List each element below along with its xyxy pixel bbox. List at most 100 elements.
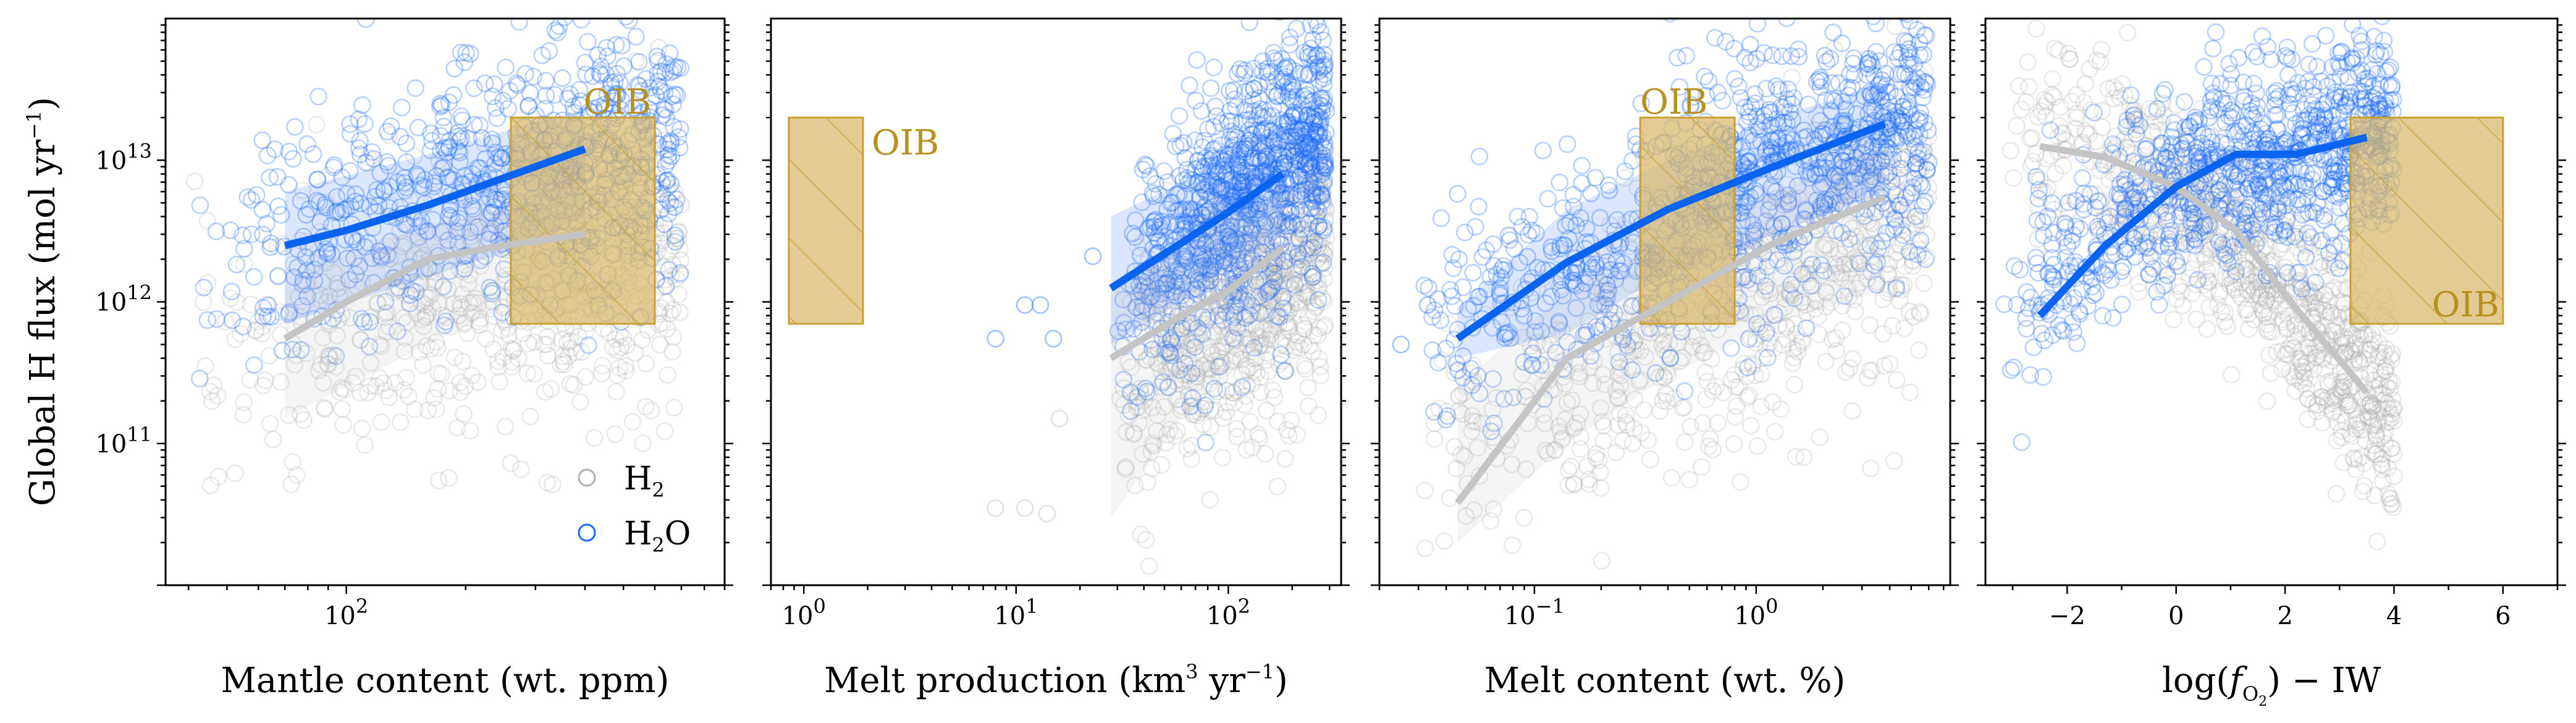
scatter-point: [1238, 190, 1256, 208]
scatter-point: [1149, 279, 1167, 298]
scatter-point: [493, 321, 511, 339]
scatter-point: [1305, 174, 1324, 192]
scatter-point: [1282, 299, 1300, 317]
trend-line-h2o: [1109, 171, 1285, 292]
scatter-point: [665, 61, 683, 80]
scatter-point: [657, 293, 675, 311]
scatter-point: [1762, 193, 1780, 211]
scatter-point: [1878, 202, 1896, 220]
scatter-point: [1755, 106, 1774, 125]
scatter-point: [1796, 265, 1814, 283]
scatter-point: [1170, 269, 1188, 287]
scatter-point: [418, 337, 436, 355]
scatter-point: [1137, 531, 1155, 549]
scatter-point: [1293, 182, 1311, 200]
scatter-point: [1229, 225, 1248, 243]
scatter-point: [1214, 161, 1232, 179]
scatter-point: [1277, 200, 1296, 218]
scatter-point: [415, 178, 433, 197]
scatter-point: [1463, 422, 1481, 440]
scatter-point: [1232, 290, 1250, 308]
scatter-point: [1531, 355, 1550, 374]
scatter-point: [1307, 198, 1326, 216]
scatter-point: [1440, 315, 1458, 333]
scatter-point: [1874, 290, 1892, 308]
scatter-point: [2384, 399, 2403, 417]
scatter-point: [1310, 202, 1328, 221]
scatter-point: [1492, 269, 1510, 287]
scatter-point: [1202, 264, 1219, 282]
scatter-point: [1257, 401, 1276, 420]
scatter-point: [1315, 151, 1333, 169]
scatter-point: [2364, 417, 2383, 435]
scatter-point: [1140, 283, 1158, 302]
scatter-point: [608, 65, 626, 83]
scatter-point: [421, 124, 440, 142]
scatter-point: [606, 425, 625, 443]
scatter-point: [1228, 252, 1247, 270]
scatter-point: [1192, 102, 1211, 120]
scatter-point: [1891, 0, 1907, 10]
scatter-point: [1248, 168, 1266, 187]
scatter-point: [1240, 131, 1259, 149]
scatter-point: [1289, 251, 1308, 269]
scatter-point: [408, 165, 426, 184]
scatter-point: [1212, 181, 1230, 200]
scatter-point: [1313, 146, 1331, 164]
scatter-point: [1886, 103, 1905, 120]
scatter-point: [466, 289, 484, 308]
scatter-point: [1785, 89, 1803, 107]
scatter-point: [1253, 232, 1271, 251]
scatter-point: [1148, 265, 1166, 284]
scatter-point: [1774, 336, 1791, 354]
scatter-point: [242, 295, 259, 313]
scatter-point: [361, 313, 379, 331]
scatter-point: [1229, 235, 1247, 253]
scatter-point: [1225, 394, 1243, 412]
scatter-point: [1301, 199, 1320, 218]
scatter-point: [1284, 213, 1302, 232]
scatter-point: [1827, 264, 1845, 283]
scatter-point: [261, 415, 279, 433]
scatter-point: [1625, 332, 1644, 350]
scatter-point: [1871, 75, 1890, 93]
scatter-point: [1265, 43, 1282, 62]
scatter-point: [1298, 177, 1316, 195]
scatter-point: [1279, 83, 1298, 101]
scatter-point: [1571, 368, 1589, 386]
scatter-point: [1905, 169, 1924, 187]
scatter-point: [1913, 177, 1931, 195]
scatter-point: [1151, 297, 1169, 315]
scatter-point: [577, 66, 595, 83]
scatter-point: [1847, 105, 1866, 123]
scatter-point: [1869, 240, 1887, 258]
scatter-point: [484, 87, 502, 106]
scatter-point: [617, 19, 634, 26]
scatter-point: [373, 337, 390, 355]
scatter-point: [1244, 250, 1261, 268]
scatter-point: [1289, 158, 1307, 176]
scatter-point: [1252, 329, 1270, 347]
scatter-point: [350, 110, 368, 129]
scatter-point: [1300, 238, 1318, 256]
scatter-point: [670, 138, 689, 157]
scatter-point: [1217, 381, 1235, 399]
scatter-point: [400, 216, 418, 235]
scatter-point: [1774, 189, 1791, 208]
scatter-point: [1265, 2, 1281, 18]
scatter-point: [1247, 169, 1265, 188]
scatter-point: [1825, 166, 1843, 184]
scatter-point: [1696, 363, 1714, 381]
scatter-point: [1677, 46, 1696, 65]
scatter-point: [1751, 184, 1769, 202]
scatter-point: [1196, 235, 1214, 253]
scatter-point: [1673, 399, 1691, 417]
scatter-point: [1315, 155, 1333, 173]
scatter-point: [418, 222, 436, 240]
scatter-point: [1783, 69, 1801, 87]
scatter-point: [2193, 99, 2212, 117]
scatter-point: [1276, 217, 1294, 235]
scatter-point: [1179, 174, 1197, 193]
scatter-point: [1250, 200, 1268, 219]
scatter-point: [1909, 149, 1927, 167]
